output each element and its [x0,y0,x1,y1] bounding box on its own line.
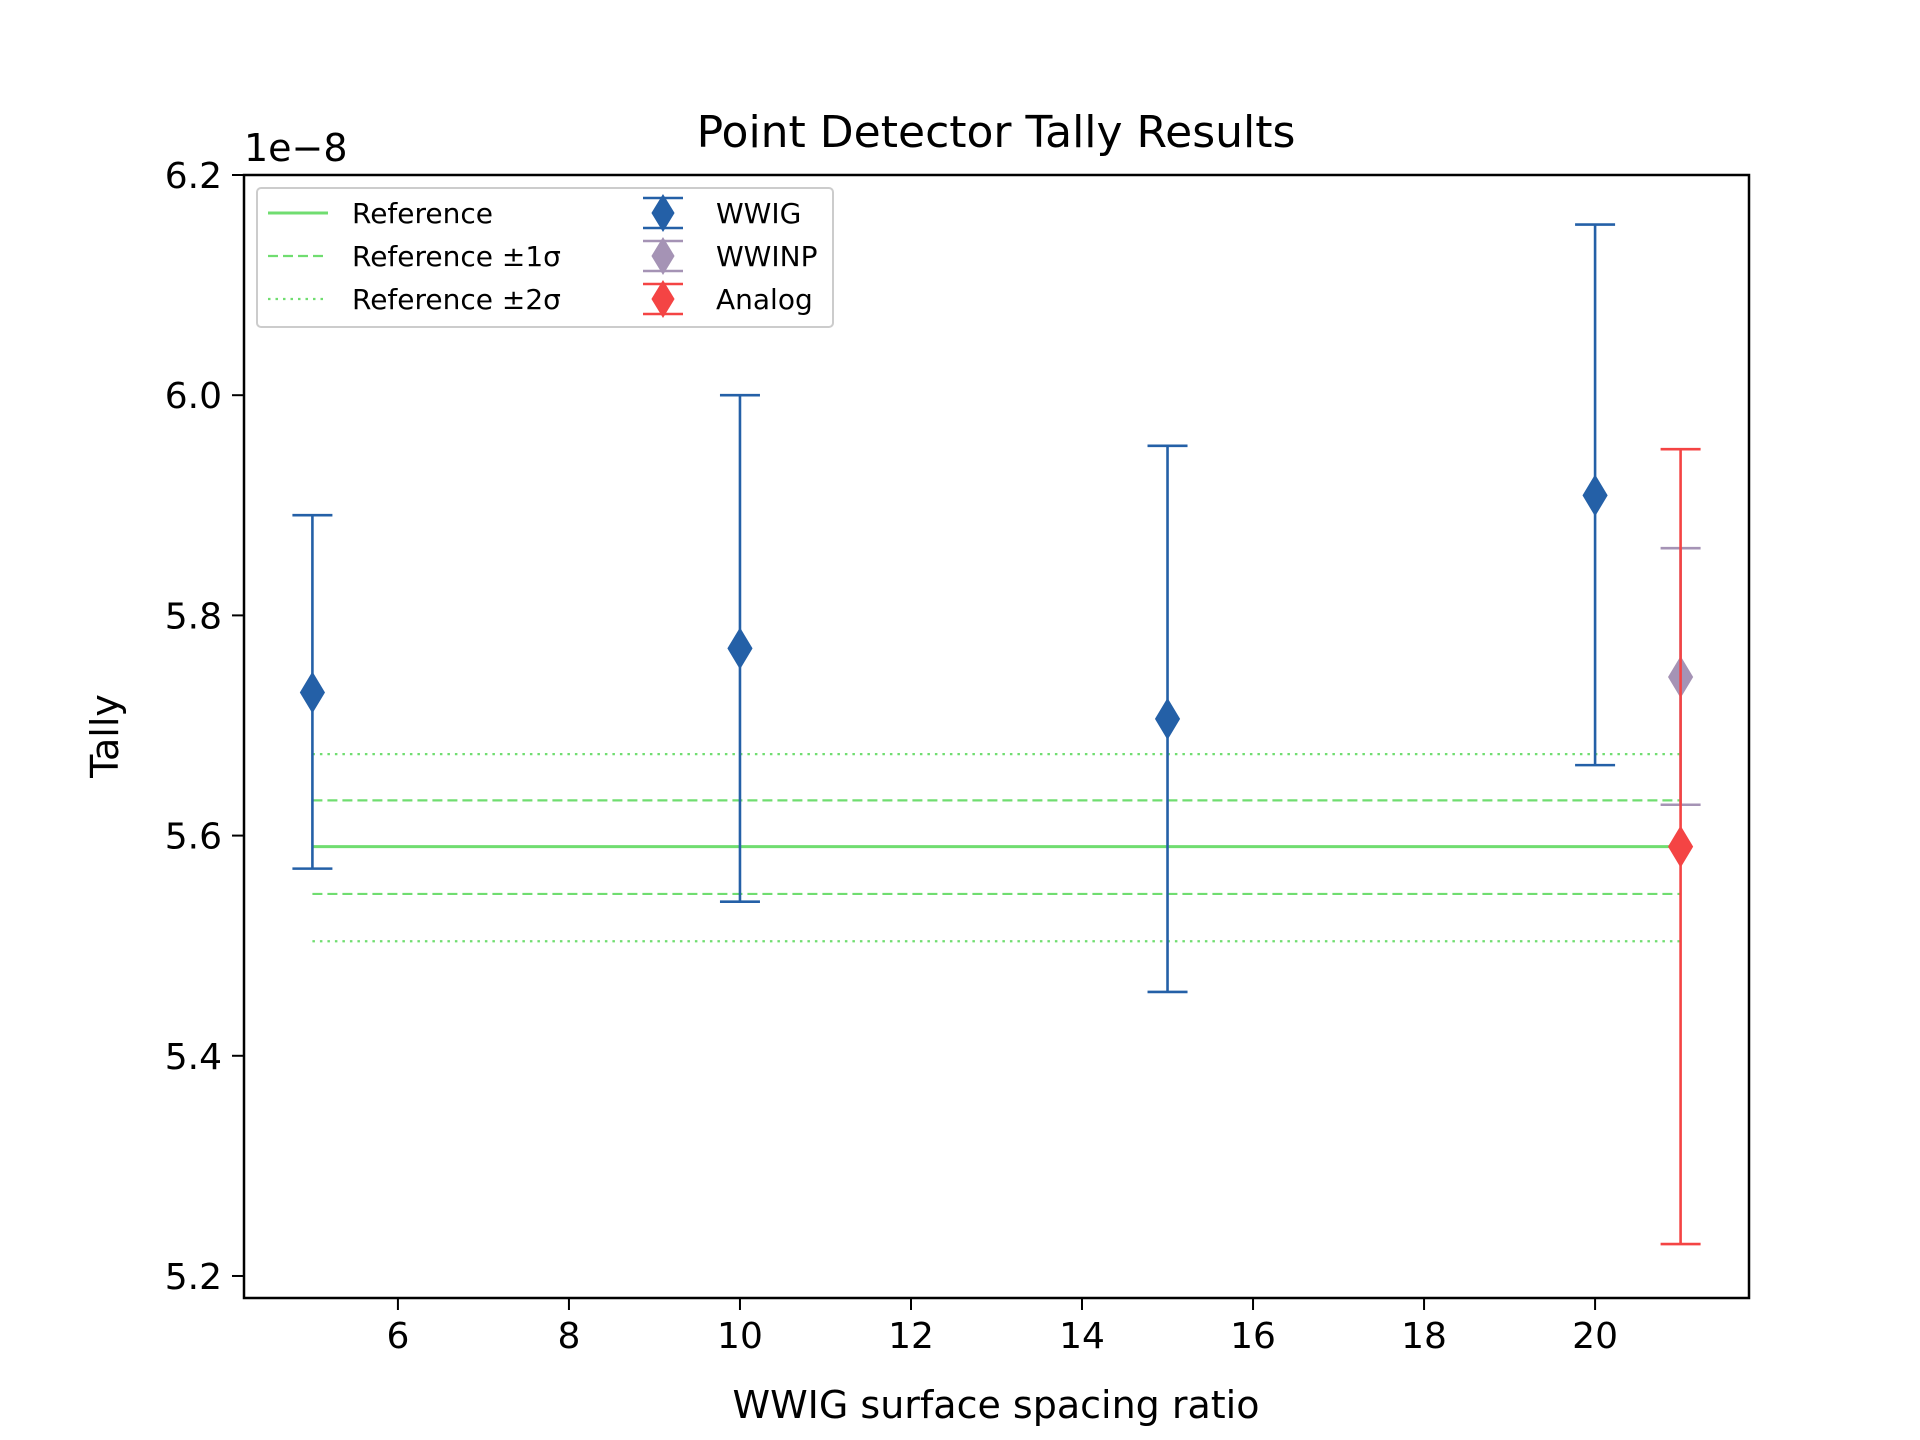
legend-wwig-marker [651,194,675,232]
data-series [292,223,1701,1246]
plot-area [244,175,1749,1298]
x-tick-label-12: 12 [888,1316,934,1357]
x-tick-label-14: 14 [1059,1316,1105,1357]
y-tick-label-3: 5.8 [165,596,222,637]
legend-analog-marker [651,280,675,318]
x-axis-label: WWIG surface spacing ratio [733,1383,1260,1427]
legend-reference-label-0: Reference [352,197,493,230]
legend-wwinp-marker [651,237,675,275]
y-tick-label-2: 5.6 [165,817,222,858]
plot-frame [242,173,1751,1300]
reference-lines [312,753,1681,943]
x-tick-label-16: 16 [1230,1316,1276,1357]
legend-reference-label-1: Reference ±1σ [352,240,561,273]
x-tick-label-10: 10 [717,1316,763,1357]
legend-series-entries: WWIG WWINP Analog [643,194,817,318]
y-axis-label: Tally [83,694,127,779]
chart-title: Point Detector Tally Results [697,107,1296,158]
y-tick-label-1: 5.4 [165,1037,222,1078]
x-tick-label-20: 20 [1572,1316,1618,1357]
analog-point-0 [1668,825,1694,868]
y-tick-label-4: 6.0 [165,376,222,417]
y-axis: 5.2 5.4 5.6 5.8 6.0 6.2 [165,156,244,1298]
legend: Reference Reference ±1σ Reference ±2σ WWIG… [256,187,834,328]
x-tick-label-8: 8 [557,1316,580,1357]
y-tick-label-0: 5.2 [165,1257,222,1298]
y-tick-label-5: 6.2 [165,156,222,197]
legend-reference-label-2: Reference ±2σ [352,283,561,316]
y-offset-label: 1e−8 [244,126,348,170]
wwig-point-3 [1582,474,1608,517]
legend-analog-label: Analog [716,283,813,316]
wwig-point-1 [727,627,753,670]
wwig-point-2 [1154,697,1181,740]
legend-wwinp-label: WWINP [716,240,817,273]
legend-reference-entries: Reference Reference ±1σ Reference ±2σ [268,197,561,316]
x-tick-label-6: 6 [386,1316,409,1357]
x-tick-label-18: 18 [1401,1316,1447,1357]
wwig-point-0 [299,671,325,714]
legend-wwig-label: WWIG [716,197,801,230]
legend-box [256,187,834,328]
x-axis: 6 8 10 12 14 16 18 20 [386,1298,1618,1357]
